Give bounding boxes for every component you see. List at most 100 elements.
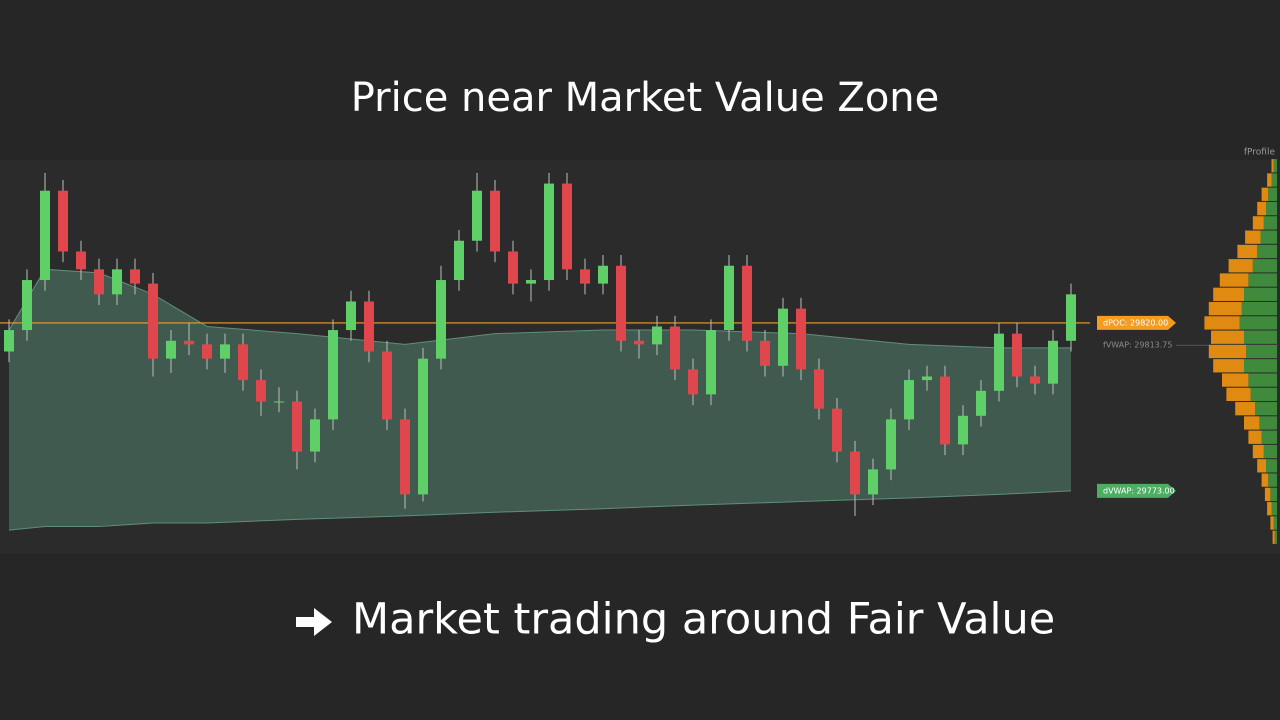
candle-body [508, 251, 518, 284]
profile-green-bar [1248, 273, 1277, 287]
fvwap-label: fVWAP: 29813.75 [1103, 341, 1172, 350]
dvwap-label: dVWAP: 29773.00 [1103, 486, 1175, 495]
profile-green-bar [1257, 244, 1277, 259]
candle-body [4, 330, 14, 352]
profile-orange-bar [1257, 459, 1266, 473]
profile-orange-bar [1235, 402, 1255, 416]
profile-orange-bar [1219, 273, 1249, 287]
profile-orange-bar [1211, 330, 1244, 344]
arrow-icon [296, 608, 332, 636]
candle-body [1066, 294, 1076, 341]
candle-body [526, 280, 536, 284]
profile-orange-bar [1264, 487, 1271, 502]
candle-body [436, 280, 446, 359]
band-lower-line [8, 490, 1072, 531]
profile-orange-bar [1208, 301, 1242, 316]
profile-green-bar [1239, 316, 1277, 330]
profile-green-bar [1241, 301, 1277, 316]
candle-body [454, 240, 464, 281]
candle-body [256, 380, 266, 402]
candle-body [742, 265, 752, 341]
profile-orange-bar [1237, 244, 1258, 259]
profile-green-bar [1268, 187, 1277, 201]
profile-green-bar [1273, 159, 1277, 173]
candle-body [562, 183, 572, 270]
dpoc-tag [1097, 315, 1176, 330]
profile-green-bar [1248, 373, 1277, 387]
profile-orange-bar [1261, 473, 1269, 487]
candle-body [616, 265, 626, 341]
candle-body [490, 190, 500, 252]
candle-body [886, 419, 896, 470]
profile-green-bar [1246, 344, 1277, 359]
candle-body [688, 369, 698, 395]
profile-green-bar [1255, 402, 1277, 416]
candle-body [400, 419, 410, 495]
candle-body [346, 301, 356, 331]
candle-body [1030, 376, 1040, 384]
candle-body [166, 340, 176, 359]
candle-body [958, 415, 968, 445]
candle-body [634, 340, 644, 345]
candle-body [274, 401, 284, 403]
profile-green-bar [1244, 330, 1277, 344]
profile-orange-bar [1270, 516, 1274, 530]
candle-body [850, 451, 860, 495]
plot: dPOC: 29820.00 dVWAP: 29773.00 fVWAP: 2981… [0, 159, 1278, 544]
candle-body [472, 190, 482, 241]
profile-orange-bar [1213, 359, 1244, 373]
profile-orange-bar [1267, 173, 1272, 187]
profile-green-bar [1273, 516, 1277, 530]
candle-body [940, 376, 950, 445]
profile-orange-bar [1267, 502, 1272, 516]
candle-body [76, 251, 86, 270]
candle-body [292, 401, 302, 452]
profile-orange-bar [1204, 316, 1240, 330]
profile-green-bar [1270, 487, 1277, 502]
candle-body [796, 308, 806, 370]
profile-green-bar [1252, 259, 1277, 273]
candle-body [922, 376, 932, 381]
profile-green-bar [1259, 416, 1277, 430]
candle-body [994, 333, 1004, 391]
profile-orange-bar [1271, 159, 1274, 173]
candle-body [976, 390, 986, 416]
candle-body [148, 283, 158, 359]
profile-orange-bar [1272, 530, 1275, 544]
profile-green-bar [1271, 502, 1277, 516]
candle-body [130, 269, 140, 284]
candle-body [904, 380, 914, 420]
profile-orange-bar [1244, 416, 1260, 430]
profile-orange-bar [1222, 373, 1249, 387]
candle-body [310, 419, 320, 452]
candle-body [670, 326, 680, 370]
candle-body [706, 330, 716, 395]
caption: Market trading around Fair Value [352, 595, 1055, 645]
candle-body [760, 340, 770, 366]
band-upper-line [8, 268, 1071, 349]
candle-body [40, 190, 50, 281]
profile-orange-bar [1213, 287, 1244, 301]
candle-body [724, 265, 734, 331]
candle-body [868, 469, 878, 495]
profile-orange-bar [1257, 201, 1266, 216]
profile-green-bar [1261, 430, 1277, 444]
profile-orange-bar [1208, 344, 1247, 359]
slide-title: Price near Market Value Zone [351, 75, 940, 121]
candle-body [652, 326, 662, 345]
candle-body [58, 190, 68, 252]
profile-green-bar [1268, 473, 1277, 487]
candle-body [814, 369, 824, 409]
dpoc-label: dPOC: 29820.00 [1103, 318, 1168, 327]
candle-body [598, 265, 608, 284]
candle-body [1012, 333, 1022, 377]
profile-green-bar [1263, 216, 1277, 230]
profile-title: fProfile [1244, 148, 1276, 158]
dvwap-tag [1097, 483, 1176, 498]
profile-green-bar [1263, 444, 1277, 459]
candle-body [418, 358, 428, 495]
profile-green-bar [1274, 530, 1277, 544]
profile-orange-bar [1245, 230, 1261, 244]
